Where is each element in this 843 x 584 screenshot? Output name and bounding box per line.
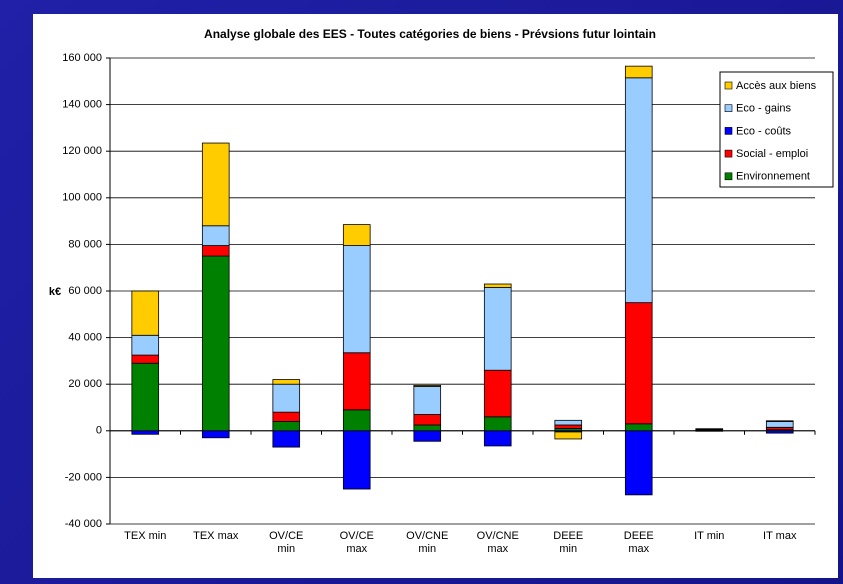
bar-segment bbox=[131, 354, 160, 364]
legend-label: Eco - coûts bbox=[736, 125, 792, 137]
bar-segment bbox=[624, 430, 653, 496]
bar-segment bbox=[483, 430, 512, 447]
legend-swatch bbox=[724, 81, 733, 90]
bar-segment bbox=[554, 431, 583, 440]
bar-segment bbox=[413, 424, 442, 432]
legend-swatch bbox=[724, 172, 733, 181]
y-axis-label: k€ bbox=[49, 286, 61, 298]
bar-segment bbox=[413, 414, 442, 426]
bar-segment bbox=[483, 416, 512, 432]
bar-segment bbox=[131, 362, 160, 432]
x-tick-label: OV/CNE max bbox=[476, 530, 519, 555]
bar-segment bbox=[765, 421, 794, 428]
bar-segment bbox=[483, 283, 512, 288]
bar-segment bbox=[272, 411, 301, 422]
y-tick-label: 20 000 bbox=[68, 378, 102, 390]
chart-card bbox=[33, 14, 838, 578]
bar-segment bbox=[272, 379, 301, 385]
y-tick-label: 100 000 bbox=[62, 192, 102, 204]
y-tick-label: 60 000 bbox=[68, 285, 102, 297]
bar-segment bbox=[342, 245, 371, 354]
legend-swatch bbox=[724, 127, 733, 135]
legend-label: Accès aux biens bbox=[736, 80, 817, 92]
x-tick-label: IT min bbox=[694, 530, 725, 542]
bar-segment bbox=[483, 287, 512, 371]
y-tick-label: -20 000 bbox=[65, 471, 102, 483]
y-tick-label: 160 000 bbox=[62, 52, 102, 64]
bar-segment bbox=[413, 386, 442, 415]
y-tick-label: -40 000 bbox=[65, 518, 102, 530]
bar-segment bbox=[201, 245, 230, 257]
bar-segment bbox=[342, 224, 371, 246]
bar-segment bbox=[342, 352, 371, 411]
bar-segment bbox=[131, 334, 160, 356]
bar-segment bbox=[131, 430, 160, 435]
bar-segment bbox=[413, 430, 442, 442]
bar-segment bbox=[765, 430, 794, 434]
legend-swatch bbox=[724, 104, 733, 112]
x-tick-label: TEX max bbox=[193, 530, 239, 542]
y-tick-label: 0 bbox=[96, 425, 102, 437]
y-tick-label: 140 000 bbox=[62, 99, 102, 111]
x-tick-label: TEX min bbox=[124, 530, 167, 542]
bar-segment bbox=[201, 430, 230, 439]
bar-segment bbox=[342, 409, 371, 432]
bar-segment bbox=[624, 77, 653, 304]
legend-label: Eco - gains bbox=[736, 103, 792, 115]
bar-segment bbox=[272, 421, 301, 432]
bar-segment bbox=[554, 419, 583, 426]
bar-segment bbox=[201, 255, 230, 432]
x-tick-label: OV/CNE min bbox=[406, 530, 449, 555]
bar-segment bbox=[272, 383, 301, 413]
bar-segment bbox=[342, 430, 371, 490]
y-tick-label: 80 000 bbox=[68, 238, 102, 250]
bar-segment bbox=[483, 369, 512, 418]
x-tick-label: IT max bbox=[763, 530, 797, 542]
chart-title: Analyse globale des EES - Toutes catégor… bbox=[204, 27, 656, 41]
x-tick-label: OV/CE min bbox=[269, 530, 304, 555]
legend-box bbox=[719, 71, 834, 188]
bar-segment bbox=[131, 290, 160, 336]
bar-segment bbox=[413, 384, 442, 387]
y-tick-label: 120 000 bbox=[62, 145, 102, 157]
bar-segment bbox=[272, 430, 301, 448]
bar-segment bbox=[554, 424, 583, 429]
x-tick-label: DEEE min bbox=[553, 530, 584, 555]
legend-label: Social - emploi bbox=[736, 148, 808, 160]
bar-segment bbox=[201, 225, 230, 246]
y-tick-label: 40 000 bbox=[68, 332, 102, 344]
legend-swatch bbox=[724, 149, 733, 158]
bar-segment bbox=[624, 65, 653, 79]
legend-label: Environnement bbox=[736, 171, 810, 183]
bar-segment bbox=[624, 423, 653, 432]
x-tick-label: DEEE max bbox=[623, 530, 654, 555]
bar-segment bbox=[624, 302, 653, 425]
x-tick-label: OV/CE max bbox=[339, 530, 374, 555]
bar-segment bbox=[765, 420, 794, 422]
bar-segment bbox=[201, 142, 230, 227]
